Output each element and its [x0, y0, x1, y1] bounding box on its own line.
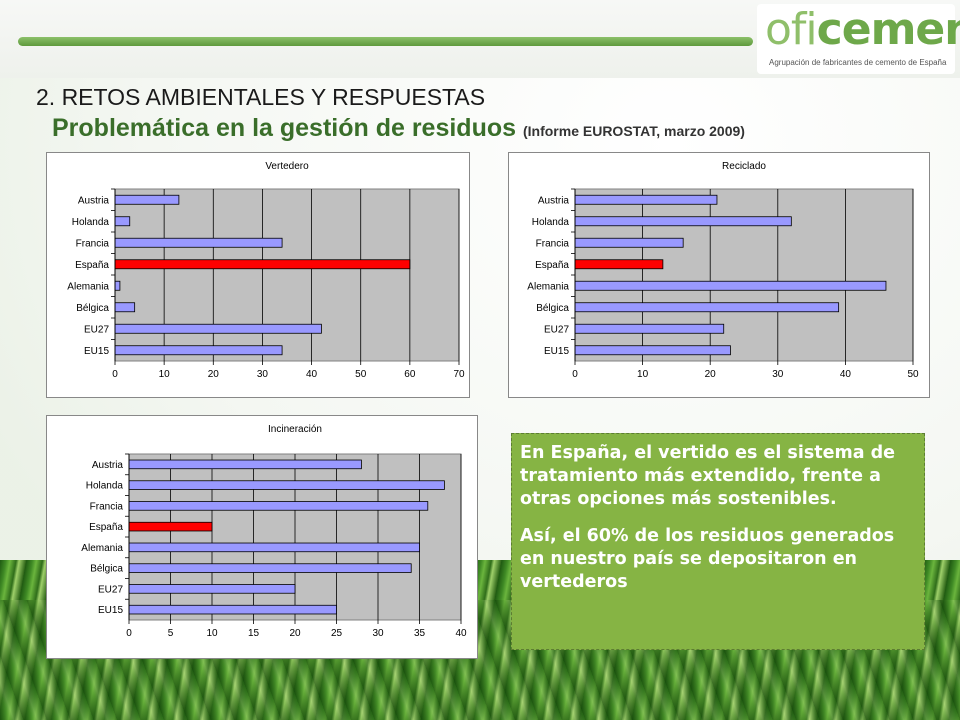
logo-tagline: Agrupación de fabricantes de cemento de … — [769, 58, 947, 67]
x-tick-label: 50 — [355, 369, 367, 380]
x-tick-label: 20 — [208, 369, 220, 380]
chart-reciclado-svg: Reciclado 0 10 20 30 40 50 Austria Holanda Franci… — [527, 161, 919, 380]
bar-alemania — [128, 542, 420, 553]
x-tick-label: 0 — [112, 369, 118, 380]
bar-holanda — [114, 216, 131, 227]
bar-espana — [574, 259, 664, 270]
bar-belgica — [128, 563, 412, 573]
bar-eu27 — [128, 584, 296, 594]
y-category-label: EU15 — [544, 346, 569, 357]
bar-eu15 — [574, 345, 731, 356]
y-category-label: Francia — [90, 501, 124, 512]
y-category-label: EU15 — [98, 605, 123, 616]
y-category-label: Alemania — [67, 281, 109, 292]
x-tick-label: 10 — [159, 369, 171, 380]
x-tick-label: 20 — [705, 369, 717, 380]
bar-alemania — [574, 280, 887, 291]
bar-eu15 — [114, 345, 283, 356]
bar-holanda — [128, 480, 445, 490]
chart-incineracion: Incineración 0 5 10 15 20 25 30 35 40 Austria Holan… — [46, 415, 478, 659]
x-tick-label: 30 — [772, 369, 784, 380]
x-tick-label: 30 — [372, 628, 384, 639]
bar-eu27 — [114, 323, 322, 334]
chart-reciclado: Reciclado 0 10 20 30 40 50 Austria Holanda Franci… — [508, 152, 930, 398]
chart-vertedero-svg: Vertedero 0 10 20 30 40 50 60 70 Austria Holanda Fr… — [67, 161, 465, 380]
bar-alemania — [114, 280, 121, 291]
x-tick-label: 10 — [206, 628, 218, 639]
bar-eu27 — [574, 323, 725, 334]
chart-vertedero: Vertedero 0 10 20 30 40 50 60 70 Austria Holanda Fr… — [46, 152, 470, 398]
x-tick-label: 10 — [637, 369, 649, 380]
x-tick-label: 35 — [414, 628, 426, 639]
chart-title-incineracion: Incineración — [268, 424, 322, 435]
bar-belgica — [114, 302, 136, 313]
bar-eu15 — [128, 604, 337, 615]
y-category-label: Holanda — [86, 481, 124, 492]
x-tick-label: 70 — [453, 369, 465, 380]
y-category-label: Bélgica — [90, 564, 123, 575]
y-category-label: Francia — [536, 238, 570, 249]
logo-wordmark: oficemen — [765, 4, 960, 55]
y-category-label: EU27 — [84, 324, 109, 335]
bar-espana — [114, 259, 411, 270]
bar-belgica — [574, 302, 840, 313]
oficemen-logo: oficemen Agrupación de fabricantes de ce… — [757, 4, 960, 74]
y-category-label: EU27 — [98, 584, 123, 595]
bar-holanda — [574, 216, 792, 227]
x-tick-label: 0 — [126, 628, 132, 639]
y-category-label: Austria — [92, 460, 124, 471]
bar-francia — [114, 237, 283, 248]
chart-title-reciclado: Reciclado — [722, 161, 766, 172]
x-tick-label: 50 — [907, 369, 919, 380]
y-category-label: Holanda — [532, 217, 570, 228]
x-tick-label: 0 — [572, 369, 578, 380]
x-tick-label: 30 — [257, 369, 269, 380]
bar-austria — [114, 194, 180, 205]
x-tick-label: 15 — [248, 628, 260, 639]
bar-espana — [128, 521, 213, 532]
chart-incineracion-svg: Incineración 0 5 10 15 20 25 30 35 40 Austria Holan… — [81, 424, 467, 639]
y-category-label: Alemania — [527, 281, 569, 292]
y-category-label: EU27 — [544, 324, 569, 335]
y-category-label: Francia — [76, 238, 110, 249]
plot-area — [574, 188, 914, 362]
y-category-label: Holanda — [72, 217, 110, 228]
x-tick-label: 20 — [289, 628, 301, 639]
y-category-label: Austria — [538, 195, 570, 206]
plot-area — [114, 188, 460, 362]
x-tick-label: 25 — [331, 628, 343, 639]
y-category-label: Alemania — [81, 543, 123, 554]
bar-francia — [574, 237, 684, 248]
y-category-label: Bélgica — [76, 303, 109, 314]
y-category-label: Austria — [78, 195, 110, 206]
summary-paragraph-2: Así, el 60% de los residuos generados en… — [520, 526, 895, 592]
subtitle-note: (Informe EUROSTAT, marzo 2009) — [522, 123, 745, 139]
bar-austria — [574, 194, 718, 205]
x-tick-label: 40 — [840, 369, 852, 380]
bar-austria — [128, 459, 362, 470]
x-tick-label: 5 — [168, 628, 174, 639]
x-tick-label: 40 — [306, 369, 318, 380]
y-category-label: EU15 — [84, 346, 109, 357]
summary-textbox: En España, el vertido es el sistema de t… — [511, 433, 925, 650]
subtitle-text: Problemática en la gestión de residuos — [52, 114, 517, 142]
chart-title-vertedero: Vertedero — [265, 161, 309, 172]
y-category-label: España — [535, 260, 569, 271]
y-category-label: Bélgica — [536, 303, 569, 314]
bar-francia — [128, 501, 429, 511]
page-subtitle: Problemática en la gestión de residuos (… — [52, 114, 745, 143]
x-tick-label: 40 — [455, 628, 467, 639]
section-title: 2. RETOS AMBIENTALES Y RESPUESTAS — [36, 84, 486, 110]
summary-paragraph-1: En España, el vertido es el sistema de t… — [520, 443, 896, 509]
x-tick-label: 60 — [404, 369, 416, 380]
y-category-label: España — [75, 260, 109, 271]
header-green-line — [18, 37, 753, 46]
y-category-label: España — [89, 522, 123, 533]
